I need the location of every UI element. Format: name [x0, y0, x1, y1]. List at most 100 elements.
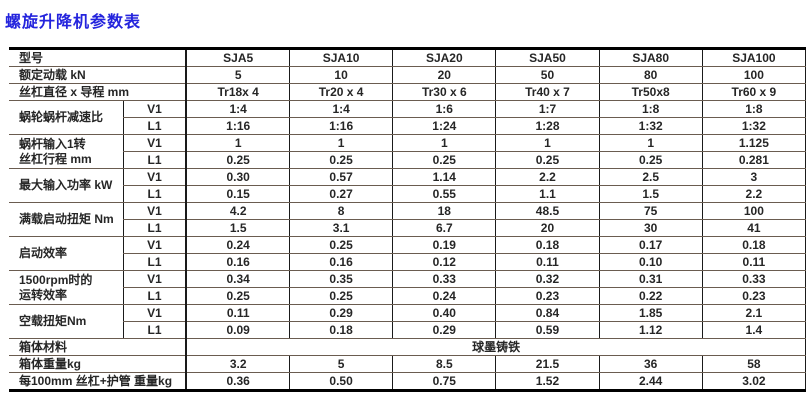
data-cell: 0.75: [392, 372, 496, 391]
row-label-line: 1500rpm时的: [19, 272, 93, 287]
data-cell: 1:6: [392, 100, 496, 118]
data-cell: 0.18: [701, 236, 807, 254]
sub-row-label: V1: [122, 236, 187, 254]
data-cell: 1:7: [495, 100, 600, 118]
table-row: L1 0.25 0.25 0.24 0.23 0.22 0.23: [9, 287, 807, 305]
data-cell: 0.25: [392, 151, 496, 169]
data-cell: 0.18: [495, 236, 600, 254]
data-cell: 1: [289, 134, 393, 152]
row-label: 箱体重量kg: [9, 355, 187, 373]
data-cell: 20: [392, 66, 496, 84]
data-cell: 0.24: [392, 287, 496, 305]
data-cell: 20: [495, 219, 600, 237]
data-cell: 0.23: [701, 287, 807, 305]
data-cell: Tr40 x 7: [495, 83, 600, 101]
sub-row-label: V1: [122, 168, 187, 186]
data-cell: 0.11: [495, 253, 600, 271]
row-label: 最大输入功率 kW: [9, 168, 124, 203]
data-cell: 0.59: [495, 321, 600, 339]
data-cell: 0.281: [701, 151, 807, 169]
data-cell: 75: [598, 202, 703, 220]
row-label-line: 丝杠行程 mm: [19, 151, 92, 166]
sub-row-label: L1: [122, 321, 187, 339]
row-label: 每100mm 丝杠+护管 重量kg: [19, 373, 173, 388]
column-header: SJA10: [289, 48, 393, 67]
data-cell: 1:4: [289, 100, 393, 118]
data-cell: 1:28: [495, 117, 600, 135]
sub-row-label: L1: [122, 185, 187, 203]
table-row: 启动效率 V1 0.24 0.25 0.19 0.18 0.17 0.18: [9, 236, 807, 271]
row-label: 型号: [9, 48, 187, 67]
data-cell: 21.5: [495, 355, 600, 373]
data-cell: 0.25: [289, 287, 393, 305]
data-cell: 0.57: [289, 168, 393, 186]
column-header: SJA100: [701, 48, 807, 67]
data-cell: 0.31: [598, 270, 703, 288]
data-cell: 100: [701, 66, 807, 84]
table-row: L1 1.5 3.1 6.7 20 30 41: [9, 219, 807, 237]
data-cell: 8: [289, 202, 393, 220]
sub-row-label: V1: [122, 100, 187, 118]
data-cell: 1.12: [598, 321, 703, 339]
data-cell: 0.11: [185, 304, 290, 322]
data-cell: 1:4: [185, 100, 290, 118]
data-cell: 0.40: [392, 304, 496, 322]
data-cell: 1:16: [185, 117, 290, 135]
data-cell: 1:24: [392, 117, 496, 135]
table-row: L1 1:16 1:16 1:24 1:28 1:32 1:32: [9, 117, 807, 135]
table-row: 最大输入功率 kW V1 0.30 0.57 1.14 2.2 2.5 3: [9, 168, 807, 203]
sub-row-label: L1: [122, 117, 187, 135]
column-header: SJA20: [392, 48, 496, 67]
data-cell: 0.17: [598, 236, 703, 254]
row-label-line: 蜗杆输入1转: [19, 136, 86, 151]
table-row: 箱体重量kg 3.2 5 8.5 21.5 36 58: [9, 355, 807, 373]
data-cell: Tr60 x 9: [701, 83, 807, 101]
row-label-line: 空载扭矩Nm: [19, 314, 87, 328]
table-row: L1 0.15 0.27 0.55 1.1 1.5 2.2: [9, 185, 807, 203]
table-row: L1 0.16 0.16 0.12 0.11 0.10 0.11: [9, 253, 807, 271]
data-cell: 1: [185, 134, 290, 152]
sub-row-label: V1: [122, 270, 187, 288]
data-cell: 0.33: [701, 270, 807, 288]
data-cell: 0.16: [185, 253, 290, 271]
data-cell: 3: [701, 168, 807, 186]
data-cell: 0.33: [392, 270, 496, 288]
data-cell: Tr18x 4: [185, 83, 290, 101]
data-cell: 1.14: [392, 168, 496, 186]
data-cell: 6.7: [392, 219, 496, 237]
data-cell: 0.25: [185, 151, 290, 169]
data-cell: 0.27: [289, 185, 393, 203]
sub-row-label: L1: [122, 151, 187, 169]
row-label-line: 运转效率: [19, 287, 68, 302]
data-cell: 1:8: [701, 100, 807, 118]
data-cell: 0.18: [289, 321, 393, 339]
data-cell: 2.44: [598, 372, 703, 391]
data-cell: 0.32: [495, 270, 600, 288]
row-label: 丝杠直径 x 导程 mm: [9, 83, 187, 101]
column-header: SJA5: [185, 48, 290, 67]
row-label-line: 满载启动扭矩 Nm: [19, 212, 114, 226]
data-cell: 1.52: [495, 372, 600, 391]
data-cell: Tr50x8: [598, 83, 703, 101]
data-cell: 2.5: [598, 168, 703, 186]
data-cell: 1: [392, 134, 496, 152]
sub-row-label: V1: [122, 202, 187, 220]
data-cell: 0.16: [289, 253, 393, 271]
data-cell: 0.35: [289, 270, 393, 288]
sub-row-label: L1: [122, 253, 187, 271]
data-cell: 0.24: [185, 236, 290, 254]
data-cell: 2.2: [495, 168, 600, 186]
row-label-line: 蜗轮蜗杆减速比: [19, 110, 104, 124]
row-label-line: 启动效率: [19, 246, 68, 260]
table-row: L1 0.09 0.18 0.29 0.59 1.12 1.4: [9, 321, 807, 339]
data-cell: 18: [392, 202, 496, 220]
data-cell: 1.125: [701, 134, 807, 152]
data-cell: 0.09: [185, 321, 290, 339]
row-label: 额定动载 kN: [9, 66, 187, 84]
data-cell: 1.85: [598, 304, 703, 322]
table-row: 1500rpm时的 运转效率 V1 0.34 0.35 0.33 0.32 0.…: [9, 270, 807, 305]
data-cell: 50: [495, 66, 600, 84]
data-cell: 0.84: [495, 304, 600, 322]
data-cell: 1.5: [598, 185, 703, 203]
data-cell: 1.5: [185, 219, 290, 237]
